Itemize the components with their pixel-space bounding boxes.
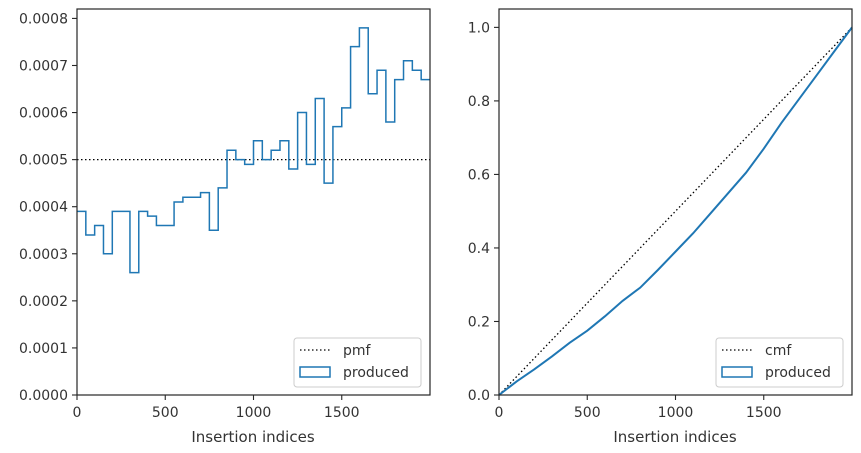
histogram-bin (130, 273, 139, 395)
histogram-bin (209, 230, 218, 395)
cmf-axis-ticks: 0 500 1000 1500 0.0 0.2 0.4 0.6 0.8 1.0 (468, 20, 782, 421)
histogram-bin (245, 164, 254, 395)
y-tick-label: 0.0005 (19, 153, 68, 169)
cmf-legend-box (715, 337, 844, 388)
y-tick-label: 0.0003 (19, 247, 68, 263)
y-tick-label: 0.0 (468, 388, 490, 404)
pmf-plot-frame (76, 8, 431, 396)
cmf-reference-line (498, 26, 853, 396)
histogram-bin (121, 211, 130, 395)
histogram-bin (86, 235, 95, 395)
histogram-bin (271, 150, 280, 395)
produced-cumulative-line (498, 26, 853, 396)
histogram-bin (95, 226, 104, 395)
pmf-legend-box (293, 337, 422, 388)
cmf-plot-frame (498, 8, 853, 396)
cmf-produced-legend-label: produced (765, 365, 831, 381)
histogram-bin (192, 197, 201, 395)
histogram-bin (156, 226, 165, 395)
y-tick-label: 0.0000 (19, 388, 68, 404)
cmf-panel: 0 500 1000 1500 0.0 0.2 0.4 0.6 0.8 1.0 Insertion… (468, 8, 853, 446)
histogram-bin (280, 141, 289, 395)
pmf-legend: pmf produced (293, 337, 422, 388)
produced-legend-swatch (299, 366, 331, 378)
histogram-bin (112, 211, 121, 395)
y-tick-label: 0.2 (468, 314, 490, 330)
y-tick-label: 0.0006 (19, 106, 68, 122)
produced-legend-label: produced (343, 365, 409, 381)
histogram-bin (236, 160, 245, 395)
histogram-bin (227, 150, 236, 395)
histogram-bin (139, 211, 148, 395)
y-tick-label: 0.0001 (19, 341, 68, 357)
histogram-bin (254, 141, 263, 395)
pmf-x-axis-label: Insertion indices (191, 428, 314, 446)
x-tick-label: 1000 (236, 405, 272, 421)
histogram-bin (174, 202, 183, 395)
histogram-bin (201, 193, 210, 395)
histogram-bin (165, 226, 174, 395)
y-tick-label: 0.0008 (19, 11, 68, 27)
pmf-axis-ticks: 0 500 1000 1500 0.0000 0.0001 0.0002 0.0003 0.00… (19, 11, 360, 421)
y-tick-label: 0.0004 (19, 200, 68, 216)
cmf-x-axis-label: Insertion indices (613, 428, 736, 446)
y-tick-label: 0.8 (468, 94, 490, 110)
histogram-bin (77, 211, 86, 395)
histogram-bin (148, 216, 157, 395)
y-tick-label: 0.0002 (19, 294, 68, 310)
x-tick-label: 0 (73, 405, 82, 421)
y-tick-label: 1.0 (468, 20, 490, 36)
histogram-bin (183, 197, 192, 395)
histogram-bin (262, 160, 271, 395)
pmf-histogram-panel: 0 500 1000 1500 0.0000 0.0001 0.0002 0.0003 0.00… (19, 8, 431, 446)
x-tick-label: 500 (574, 405, 601, 421)
y-tick-label: 0.4 (468, 241, 490, 257)
y-tick-label: 0.0007 (19, 58, 68, 74)
histogram-bin (421, 80, 430, 395)
cmf-produced-legend-swatch (721, 366, 753, 378)
histogram-bin (103, 254, 112, 395)
cmf-legend: cmf produced (715, 337, 844, 388)
cmf-legend-label: cmf (765, 343, 792, 359)
produced-histogram-step (77, 27, 430, 274)
x-tick-label: 1500 (746, 405, 782, 421)
histogram-bin (218, 188, 227, 395)
x-tick-label: 500 (152, 405, 179, 421)
y-tick-label: 0.6 (468, 167, 490, 183)
pmf-legend-label: pmf (343, 343, 372, 359)
x-tick-label: 0 (495, 405, 504, 421)
x-tick-label: 1500 (324, 405, 360, 421)
x-tick-label: 1000 (658, 405, 694, 421)
